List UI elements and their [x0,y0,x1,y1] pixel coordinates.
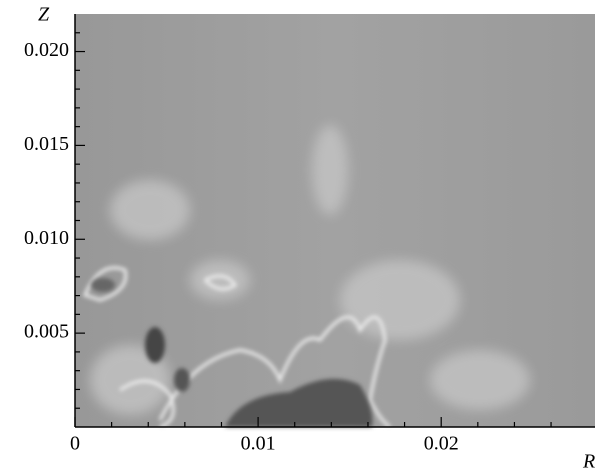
y-tick-label: 0.020 [24,39,69,61]
x-tick-label: 0 [70,433,80,455]
y-tick-label: 0.005 [24,321,69,343]
x-axis-label: R [582,451,595,473]
y-axis-label: Z [38,4,50,26]
y-tick-label: 0.015 [24,133,69,155]
y-tick-label: 0.010 [24,227,69,249]
field-image [75,14,595,429]
x-tick-label: 0.01 [241,433,276,455]
x-tick-label: 0.02 [424,433,459,455]
